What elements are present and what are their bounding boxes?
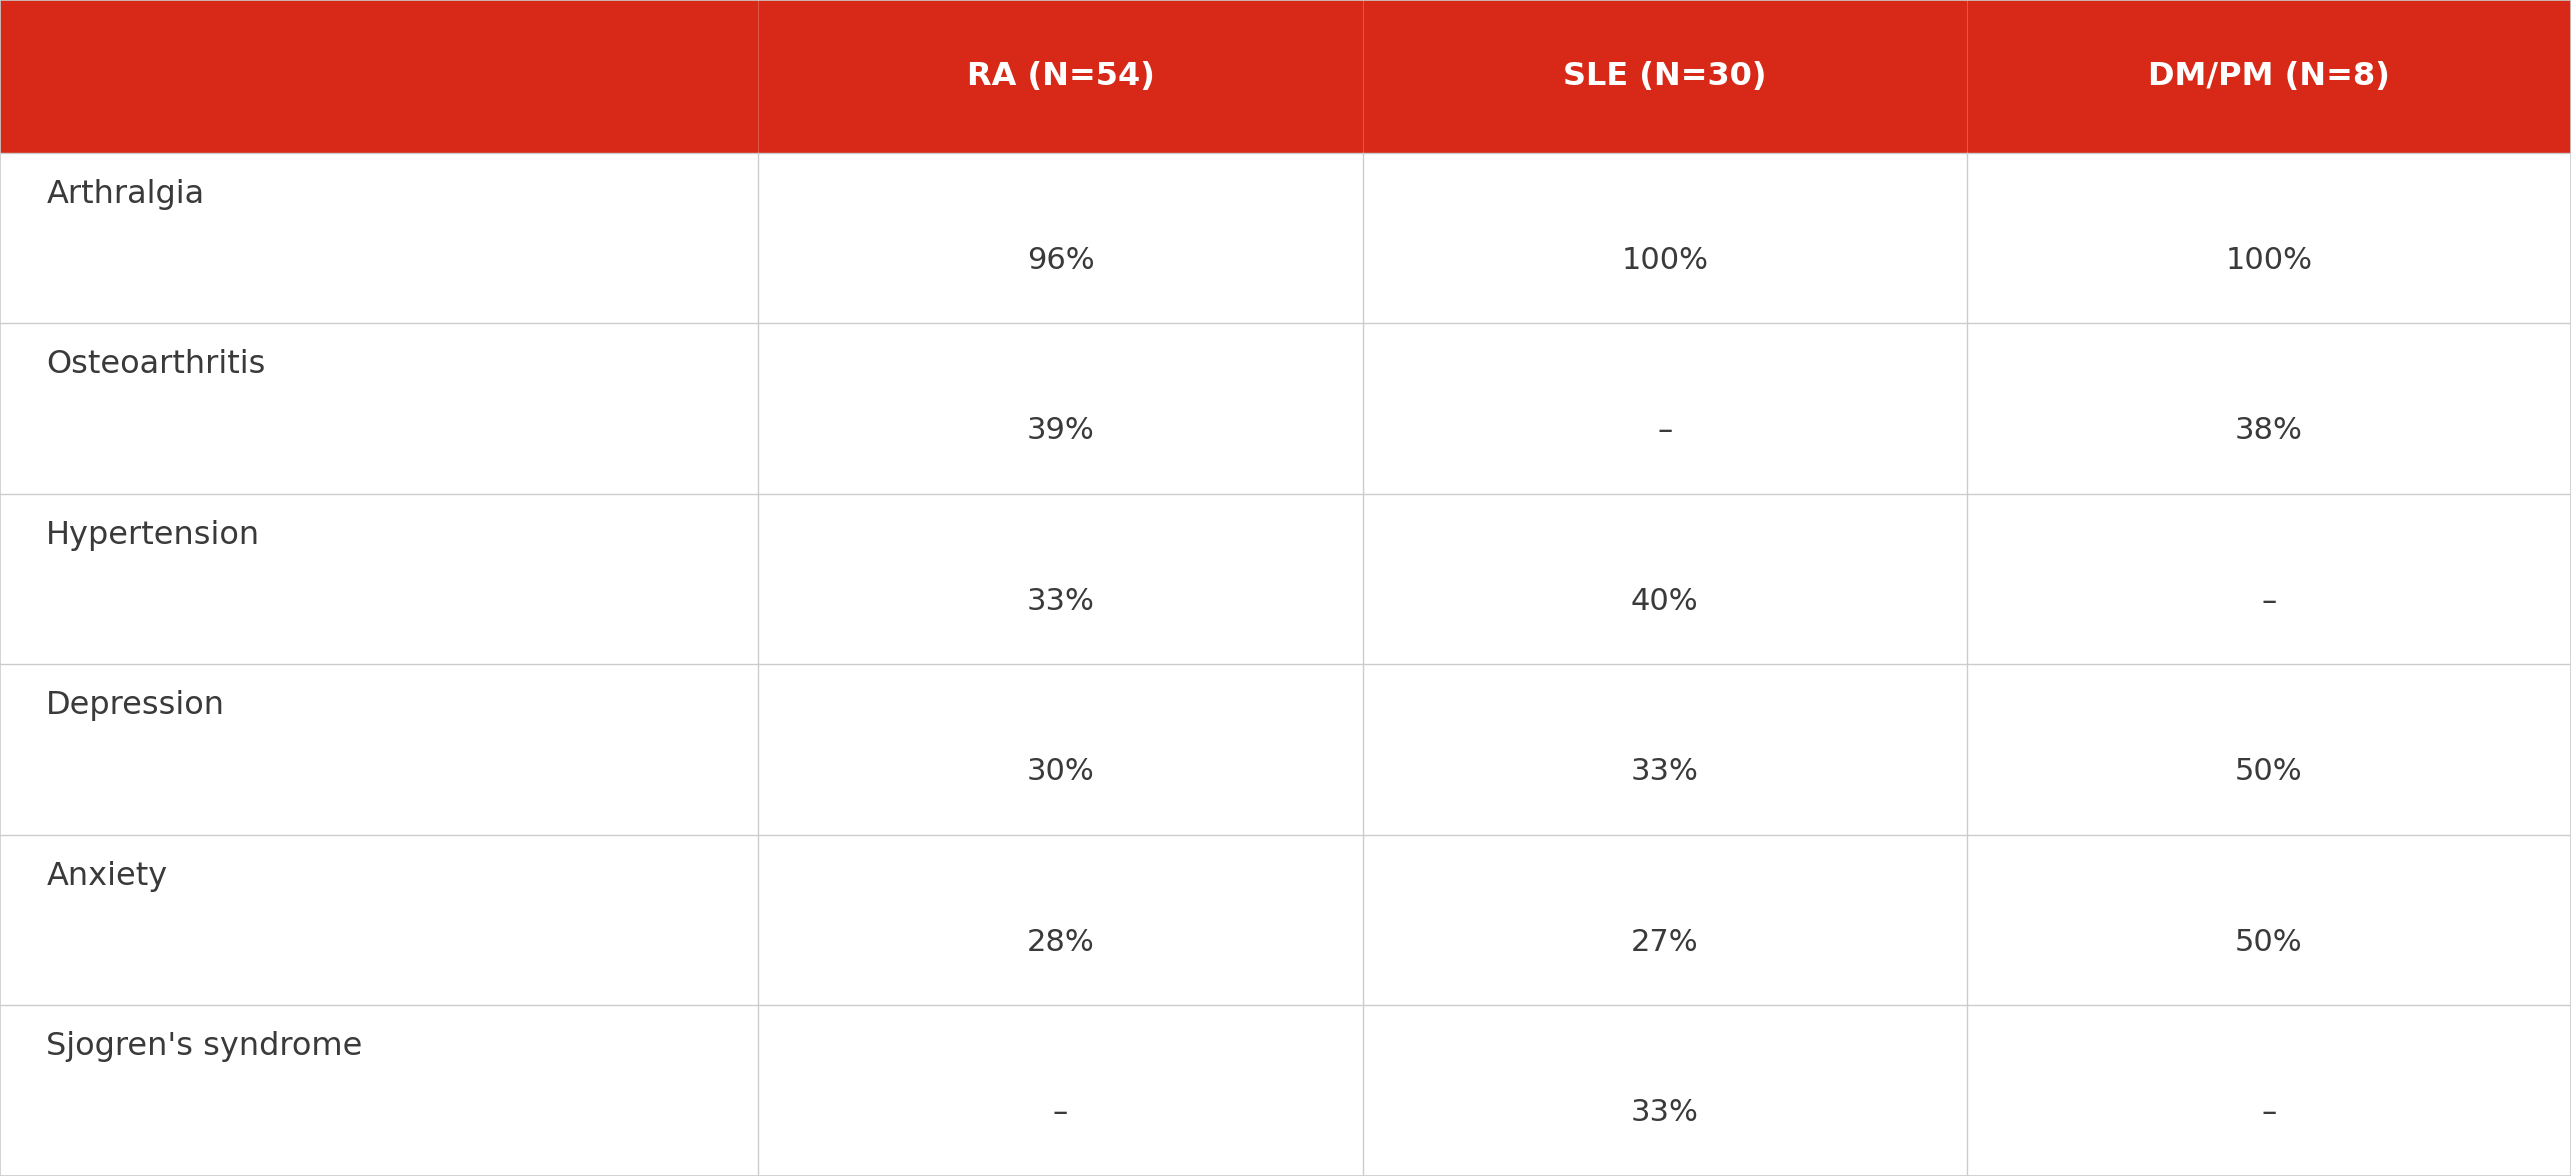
Bar <box>0 494 2571 664</box>
Text: –: – <box>1658 416 1671 446</box>
Text: Arthralgia: Arthralgia <box>46 179 206 209</box>
Text: Anxiety: Anxiety <box>46 861 167 891</box>
Bar <box>0 664 2571 835</box>
Text: 50%: 50% <box>2234 757 2304 787</box>
Text: –: – <box>2262 587 2275 616</box>
Text: Depression: Depression <box>46 690 226 721</box>
Text: 50%: 50% <box>2234 928 2304 957</box>
Bar <box>0 835 2571 1005</box>
Bar <box>0 153 2571 323</box>
Text: RA (N=54): RA (N=54) <box>967 61 1154 92</box>
Text: SLE (N=30): SLE (N=30) <box>1563 61 1766 92</box>
Text: 27%: 27% <box>1630 928 1699 957</box>
Text: 38%: 38% <box>2234 416 2304 446</box>
Text: Osteoarthritis: Osteoarthritis <box>46 349 265 380</box>
Text: Hypertension: Hypertension <box>46 520 260 550</box>
Text: 33%: 33% <box>1630 757 1699 787</box>
Text: –: – <box>2262 1098 2275 1128</box>
Text: 39%: 39% <box>1026 416 1095 446</box>
Bar <box>0 323 2571 494</box>
Text: –: – <box>1054 1098 1067 1128</box>
Text: 100%: 100% <box>1622 246 1707 275</box>
Text: 28%: 28% <box>1026 928 1095 957</box>
Text: 96%: 96% <box>1026 246 1095 275</box>
Bar <box>0 1005 2571 1176</box>
Text: 33%: 33% <box>1630 1098 1699 1128</box>
Text: 100%: 100% <box>2226 246 2311 275</box>
Text: 40%: 40% <box>1630 587 1699 616</box>
Text: DM/PM (N=8): DM/PM (N=8) <box>2147 61 2391 92</box>
Text: Sjogren's syndrome: Sjogren's syndrome <box>46 1031 363 1062</box>
Bar <box>0 0 2571 153</box>
Text: 33%: 33% <box>1026 587 1095 616</box>
Text: 30%: 30% <box>1026 757 1095 787</box>
